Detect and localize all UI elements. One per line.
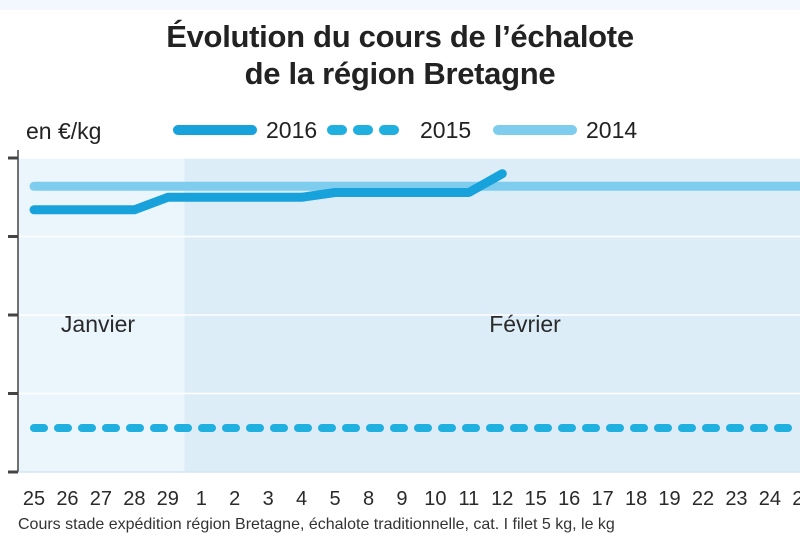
x-tick-label-16: 16 (558, 488, 580, 510)
chart-footnote: Cours stade expédition région Bretagne, … (18, 516, 615, 533)
x-tick-label-21: 23 (725, 488, 747, 510)
x-tick-label-10: 8 (363, 488, 374, 510)
legend-swatch-2015 (327, 125, 411, 135)
legend-swatch-2016 (173, 125, 257, 135)
x-tick-label-8: 4 (296, 488, 307, 510)
x-tick-label-7: 3 (263, 488, 274, 510)
x-tick-label-2: 27 (90, 488, 112, 510)
period-label-0: Janvier (61, 311, 135, 337)
legend-swatch-2014 (493, 125, 577, 135)
x-tick-label-1: 26 (56, 488, 78, 510)
legend-label-2015: 2015 (420, 116, 472, 143)
series-line-2016 (29, 169, 507, 215)
legend-item-2014: 2014 (492, 116, 637, 144)
x-tick-label-20: 22 (692, 488, 714, 510)
x-tick-label-18: 18 (625, 488, 647, 510)
x-tick-label-14: 12 (491, 488, 513, 510)
x-tick-label-19: 19 (658, 488, 680, 510)
chart-title-line-2: de la région Bretagne (244, 56, 556, 91)
x-tick-label-9: 5 (329, 488, 340, 510)
x-tick-label-11: 9 (396, 488, 407, 510)
x-tick-label-5: 1 (196, 488, 207, 510)
chart-title: Évolution du cours de l’échalote de la r… (0, 18, 800, 92)
x-tick-label-23: 25 (792, 488, 800, 510)
legend-label-2014: 2014 (586, 116, 638, 143)
x-tick-label-22: 24 (759, 488, 781, 510)
x-tick-label-4: 29 (157, 488, 179, 510)
x-tick-label-0: 25 (23, 488, 45, 510)
x-tick-label-3: 28 (123, 488, 145, 510)
top-strip (0, 0, 800, 10)
period-label-1: Février (489, 311, 561, 337)
x-tick-label-12: 10 (424, 488, 446, 510)
chart-title-line-1: Évolution du cours de l’échalote (166, 19, 634, 54)
x-tick-label-17: 17 (592, 488, 614, 510)
y-axis-unit-label: en €/kg (26, 118, 102, 144)
legend-item-2016: 2016 (172, 116, 317, 144)
x-tick-label-6: 2 (229, 488, 240, 510)
x-tick-label-13: 11 (458, 488, 479, 510)
legend-item-2015: 2015 (326, 116, 471, 144)
x-tick-label-15: 15 (525, 488, 547, 510)
legend-label-2016: 2016 (266, 116, 318, 143)
